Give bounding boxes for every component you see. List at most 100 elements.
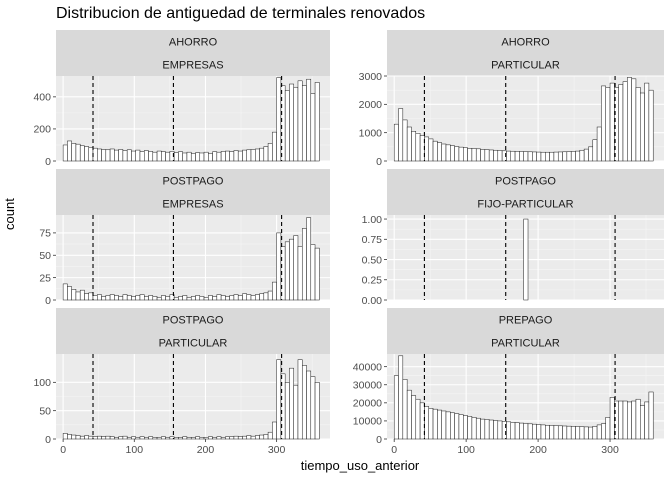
histogram-bar bbox=[648, 391, 654, 440]
histogram-bar bbox=[118, 296, 124, 301]
histogram-bar bbox=[450, 145, 455, 162]
x-tick-label: 300 bbox=[268, 444, 286, 456]
histogram-bar bbox=[467, 148, 473, 162]
strip-top-label: AHORRO bbox=[169, 37, 218, 49]
histogram-bar bbox=[510, 150, 516, 162]
histogram-bar bbox=[480, 149, 486, 162]
histogram-bar bbox=[152, 296, 158, 301]
facet-panel: AHORRO PARTICULAR 0 1000 2000 3000 bbox=[359, 30, 664, 168]
histogram-bar bbox=[596, 424, 602, 440]
y-tick-label: 2000 bbox=[359, 99, 383, 111]
histogram-bar bbox=[601, 85, 606, 162]
histogram-bar bbox=[471, 148, 477, 162]
y-tick-label: 0 bbox=[376, 156, 382, 168]
histogram-bar bbox=[259, 147, 265, 162]
histogram-bar bbox=[225, 296, 230, 301]
histogram-bar bbox=[250, 435, 256, 440]
histogram-bar bbox=[203, 297, 209, 301]
histogram-bar bbox=[135, 295, 141, 301]
histogram-bar bbox=[635, 87, 641, 162]
y-tick-label: 75 bbox=[39, 228, 51, 240]
strip-bottom-label: EMPRESAS bbox=[162, 199, 223, 211]
histogram-bar bbox=[79, 289, 85, 301]
histogram-bar bbox=[71, 289, 77, 301]
histogram-bar bbox=[631, 400, 637, 440]
histogram-bar bbox=[143, 296, 149, 301]
histogram-bar bbox=[635, 398, 641, 440]
histogram-bar bbox=[199, 152, 205, 162]
histogram-bar bbox=[263, 434, 269, 440]
histogram-bar bbox=[62, 283, 68, 301]
histogram-bar bbox=[216, 294, 222, 301]
strip-top-label: POSTPAGO bbox=[163, 315, 224, 327]
histogram-bar bbox=[428, 408, 434, 440]
histogram-bar bbox=[450, 412, 455, 440]
histogram-bar bbox=[306, 78, 312, 162]
histogram-bar bbox=[178, 437, 183, 440]
histogram-bar bbox=[71, 434, 77, 440]
histogram-bar bbox=[148, 295, 154, 301]
histogram-bar bbox=[428, 138, 434, 162]
histogram-bar bbox=[493, 149, 499, 162]
histogram-bar bbox=[143, 437, 149, 440]
histogram-bar bbox=[272, 131, 277, 162]
histogram-bar bbox=[523, 218, 529, 301]
histogram-bar bbox=[242, 435, 247, 440]
histogram-bar bbox=[122, 294, 128, 301]
histogram-bar bbox=[605, 417, 611, 440]
histogram-bar bbox=[216, 151, 222, 162]
histogram-bar bbox=[156, 150, 162, 162]
strip-top-bg bbox=[56, 308, 330, 331]
strip-top-bg bbox=[387, 30, 664, 53]
histogram-bar bbox=[199, 437, 205, 440]
histogram-bar bbox=[255, 294, 260, 301]
strip-bottom-bg bbox=[56, 331, 330, 354]
histogram-bar bbox=[545, 425, 550, 440]
histogram-bar bbox=[67, 434, 72, 440]
histogram-bar bbox=[562, 425, 568, 440]
y-tick-label: 0 bbox=[45, 295, 51, 307]
histogram-bar bbox=[463, 415, 468, 440]
y-tick-label: 400 bbox=[33, 92, 51, 104]
y-tick-label: 0 bbox=[376, 434, 382, 446]
histogram-bar bbox=[152, 437, 158, 440]
strip-top-bg bbox=[56, 169, 330, 192]
histogram-bar bbox=[122, 150, 128, 162]
histogram-bar bbox=[463, 147, 468, 162]
histogram-bar bbox=[398, 355, 404, 440]
histogram-bar bbox=[570, 426, 576, 440]
histogram-bar bbox=[143, 150, 149, 162]
histogram-bar bbox=[437, 142, 442, 162]
histogram-bar bbox=[92, 295, 98, 301]
histogram-bar bbox=[314, 382, 320, 440]
y-tick-label: 50 bbox=[39, 250, 51, 262]
histogram-bar bbox=[648, 89, 654, 162]
y-tick-label: 0.25 bbox=[362, 275, 383, 287]
histogram-bar bbox=[190, 437, 196, 440]
y-tick-label: 3000 bbox=[359, 71, 383, 83]
histogram-bar bbox=[148, 151, 154, 162]
histogram-bar bbox=[148, 436, 154, 440]
histogram-bar bbox=[596, 126, 602, 162]
histogram-bar bbox=[445, 144, 451, 162]
histogram-bar bbox=[126, 437, 132, 440]
strip-bottom-label: PARTICULAR bbox=[491, 60, 560, 72]
x-tick-label: 100 bbox=[126, 444, 144, 456]
histogram-bar bbox=[402, 119, 408, 162]
histogram-bar bbox=[212, 151, 218, 162]
histogram-bar bbox=[310, 93, 316, 162]
histogram-bar bbox=[186, 151, 192, 162]
histogram-bar bbox=[545, 151, 550, 162]
histogram-bar bbox=[424, 406, 429, 440]
histogram-bar bbox=[173, 297, 179, 301]
histogram-bar bbox=[301, 228, 307, 301]
histogram-bar bbox=[575, 150, 581, 162]
histogram-bar bbox=[640, 92, 645, 162]
histogram-bar bbox=[208, 153, 213, 162]
y-tick-label: 100 bbox=[33, 377, 51, 389]
histogram-bar bbox=[570, 151, 576, 162]
histogram-bar bbox=[101, 296, 107, 301]
histogram-bar bbox=[263, 292, 269, 301]
histogram-bar bbox=[484, 149, 490, 162]
